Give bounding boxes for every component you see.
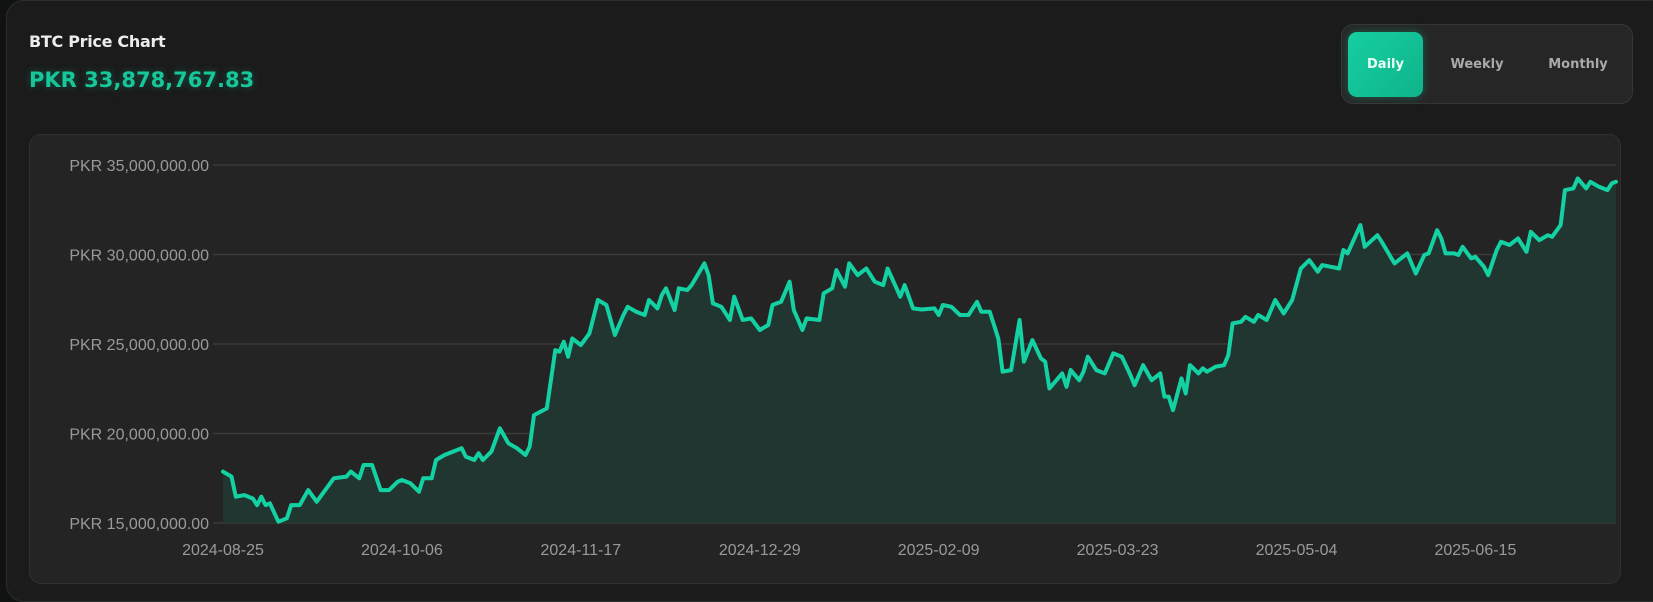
x-axis-labels: 2024-08-25 2024-10-06 2024-11-17 2024-12-29… — [182, 542, 1516, 559]
chart-title: BTC Price Chart — [29, 32, 166, 51]
weekly-button[interactable]: Weekly — [1450, 57, 1504, 72]
x-tick-label: 2024-12-29 — [719, 542, 801, 559]
x-tick-label: 2025-05-04 — [1256, 542, 1338, 559]
y-tick-label: PKR 25,000,000.00 — [69, 337, 209, 354]
x-tick-label: 2025-03-23 — [1077, 542, 1159, 559]
y-tick-label: PKR 35,000,000.00 — [69, 158, 209, 175]
price-line — [221, 176, 1618, 524]
range-toggle-group: Daily Weekly Monthly — [1341, 24, 1633, 104]
price-area-fill — [223, 178, 1616, 523]
current-price: PKR 33,878,767.83 — [29, 68, 255, 92]
monthly-button[interactable]: Monthly — [1548, 57, 1608, 72]
y-axis-labels: PKR 15,000,000.00 PKR 20,000,000.00 PKR 25… — [69, 158, 209, 533]
y-tick-label: PKR 15,000,000.00 — [69, 516, 209, 533]
price-chart: PKR 15,000,000.00 PKR 20,000,000.00 PKR 25… — [69, 158, 1618, 559]
x-tick-label: 2024-10-06 — [361, 542, 443, 559]
y-tick-label: PKR 20,000,000.00 — [69, 427, 209, 444]
daily-button[interactable]: Daily — [1348, 32, 1423, 97]
x-tick-label: 2025-06-15 — [1435, 542, 1517, 559]
x-tick-label: 2025-02-09 — [898, 542, 980, 559]
x-tick-label: 2024-08-25 — [182, 542, 264, 559]
y-tick-label: PKR 30,000,000.00 — [69, 248, 209, 265]
x-tick-label: 2024-11-17 — [541, 542, 622, 559]
